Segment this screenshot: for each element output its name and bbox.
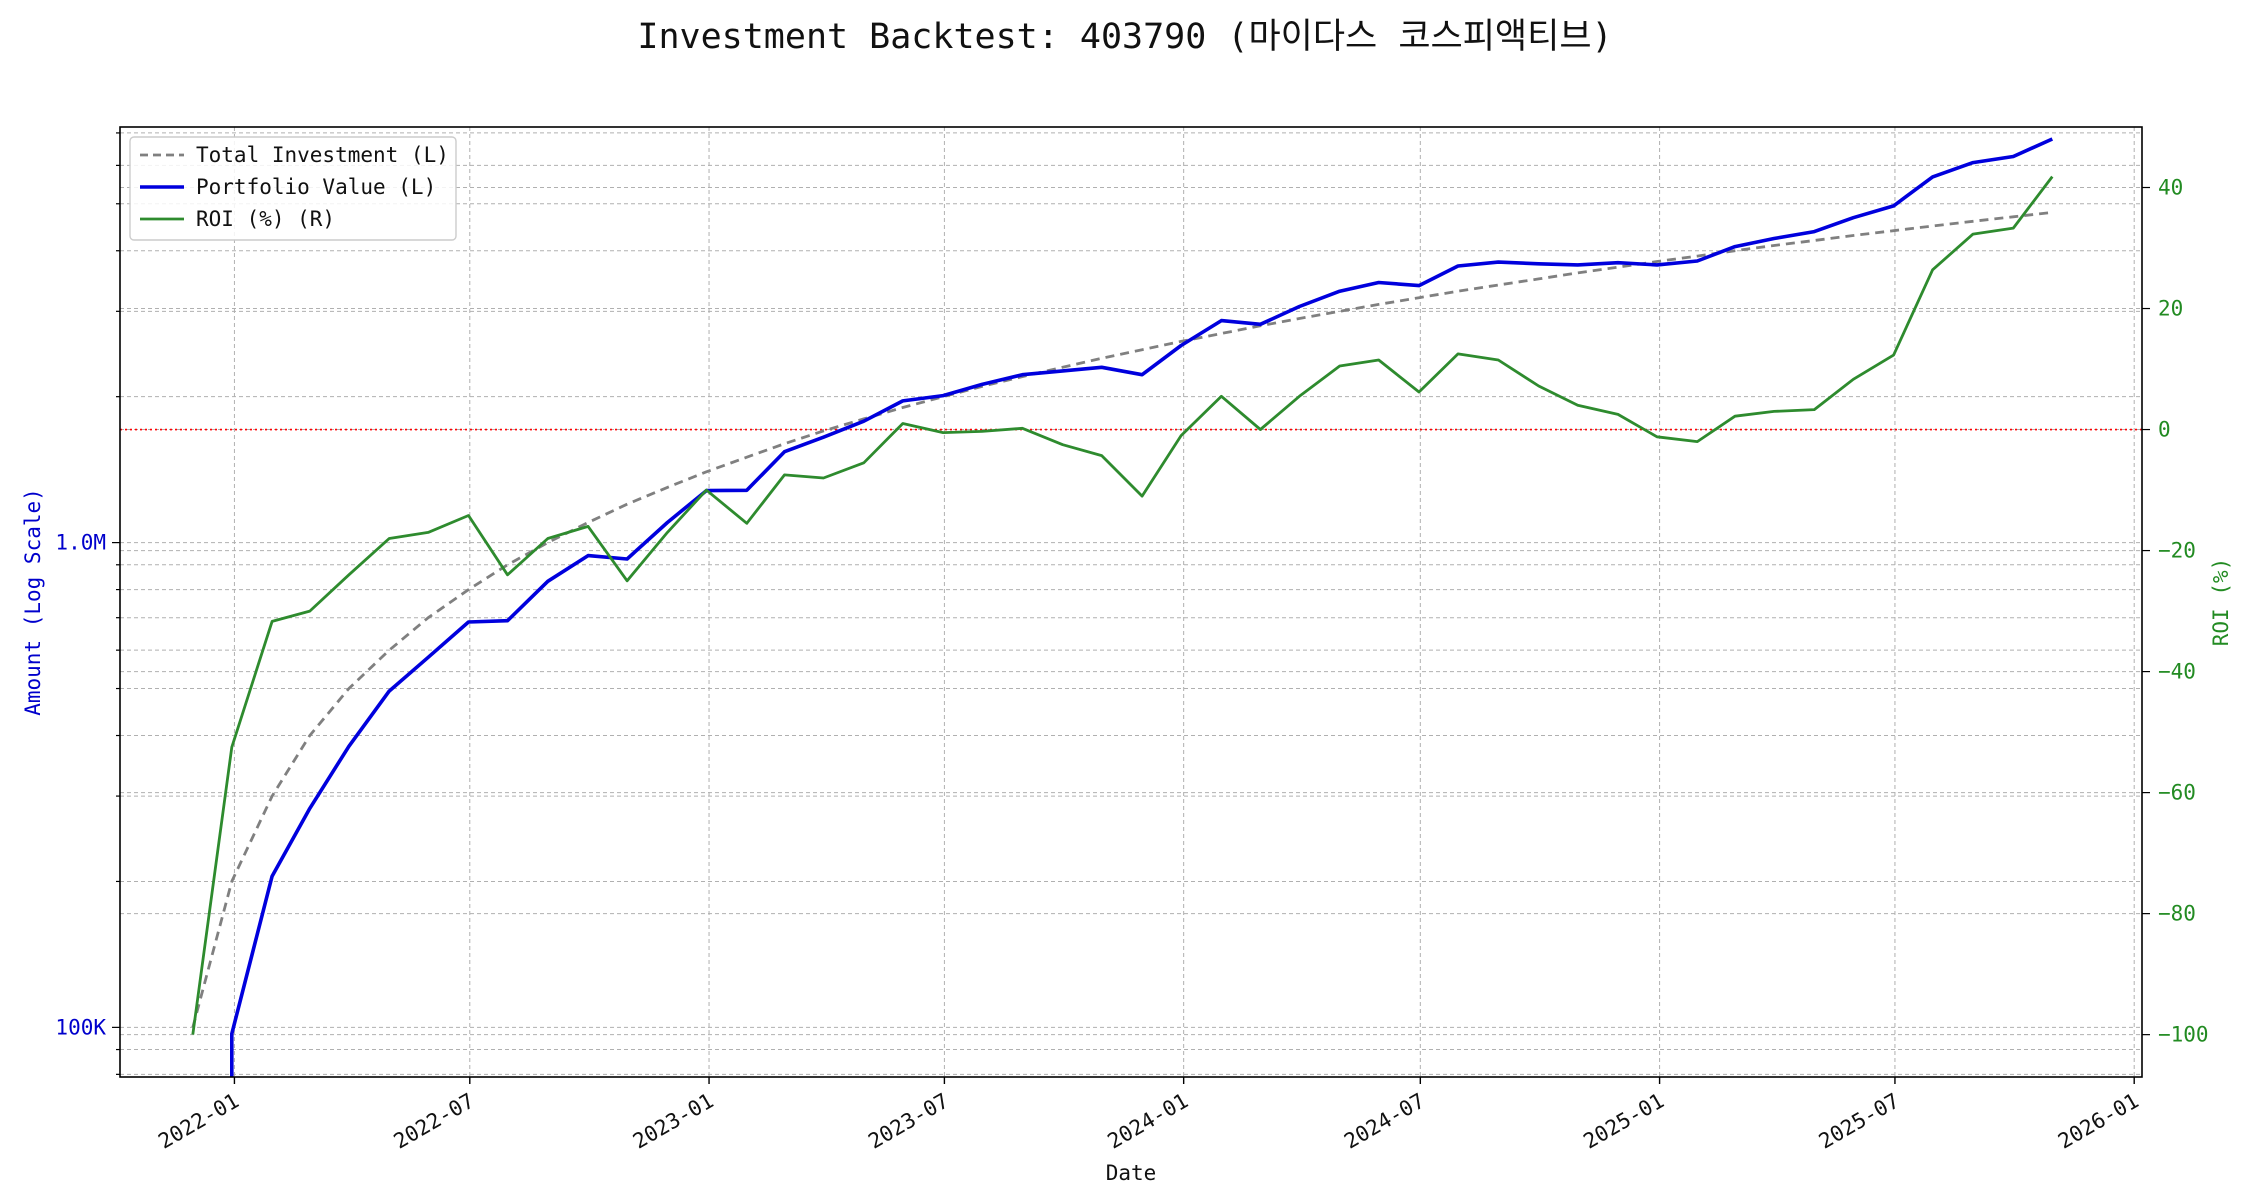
portfolio-value-line [230, 137, 2054, 1077]
x-tick-label: 2024-07 [1340, 1089, 1429, 1154]
total-investment-line [191, 211, 2053, 1028]
legend-label-total-investment: Total Investment (L) [196, 143, 449, 167]
x-tick-label: 2025-07 [1815, 1089, 1904, 1154]
x-tick-label: 2023-01 [629, 1089, 718, 1154]
x-tick-label: 2026-01 [2054, 1089, 2143, 1154]
x-axis-label: Date [1106, 1161, 1157, 1185]
y-right-tick-label: −40 [2158, 660, 2196, 684]
plot-frame [119, 126, 2143, 1078]
legend: Total Investment (L) Portfolio Value (L)… [129, 136, 457, 241]
marks-layer [120, 137, 2142, 1077]
y-right-tick-label: 40 [2158, 176, 2183, 200]
y-right-tick-label: −80 [2158, 902, 2196, 926]
x-tick-label: 2025-01 [1579, 1089, 1668, 1154]
legend-label-portfolio-value: Portfolio Value (L) [196, 175, 436, 199]
y-right-axis-label: ROI (%) [2209, 558, 2233, 647]
x-tick-label: 2023-07 [864, 1089, 953, 1154]
y-left-tick-label: 100K [55, 1015, 106, 1039]
legend-box [129, 136, 457, 241]
x-tick-label: 2024-01 [1104, 1089, 1193, 1154]
roi-line [191, 175, 2054, 1035]
x-tick-label: 2022-07 [390, 1089, 479, 1154]
axes-layer: 2022-01 2022-07 2023-01 2023-07 2024-01 2024-… [55, 132, 2209, 1154]
y-right-tick-label: −20 [2158, 539, 2196, 563]
x-tick-label: 2022-01 [154, 1089, 243, 1154]
y-left-tick-label: 1.0M [55, 531, 106, 555]
y-right-tick-label: 20 [2158, 297, 2183, 321]
grid-layer [120, 127, 2142, 1077]
chart-title: Investment Backtest: 403790 (마이다스 코스피액티브… [637, 17, 1612, 57]
y-right-tick-label: −60 [2158, 781, 2196, 805]
y-right-tick-label: 0 [2158, 418, 2171, 442]
legend-label-roi: ROI (%) (R) [196, 207, 335, 231]
y-right-tick-label: −100 [2158, 1023, 2209, 1047]
y-left-axis-label: Amount (Log Scale) [21, 488, 45, 716]
